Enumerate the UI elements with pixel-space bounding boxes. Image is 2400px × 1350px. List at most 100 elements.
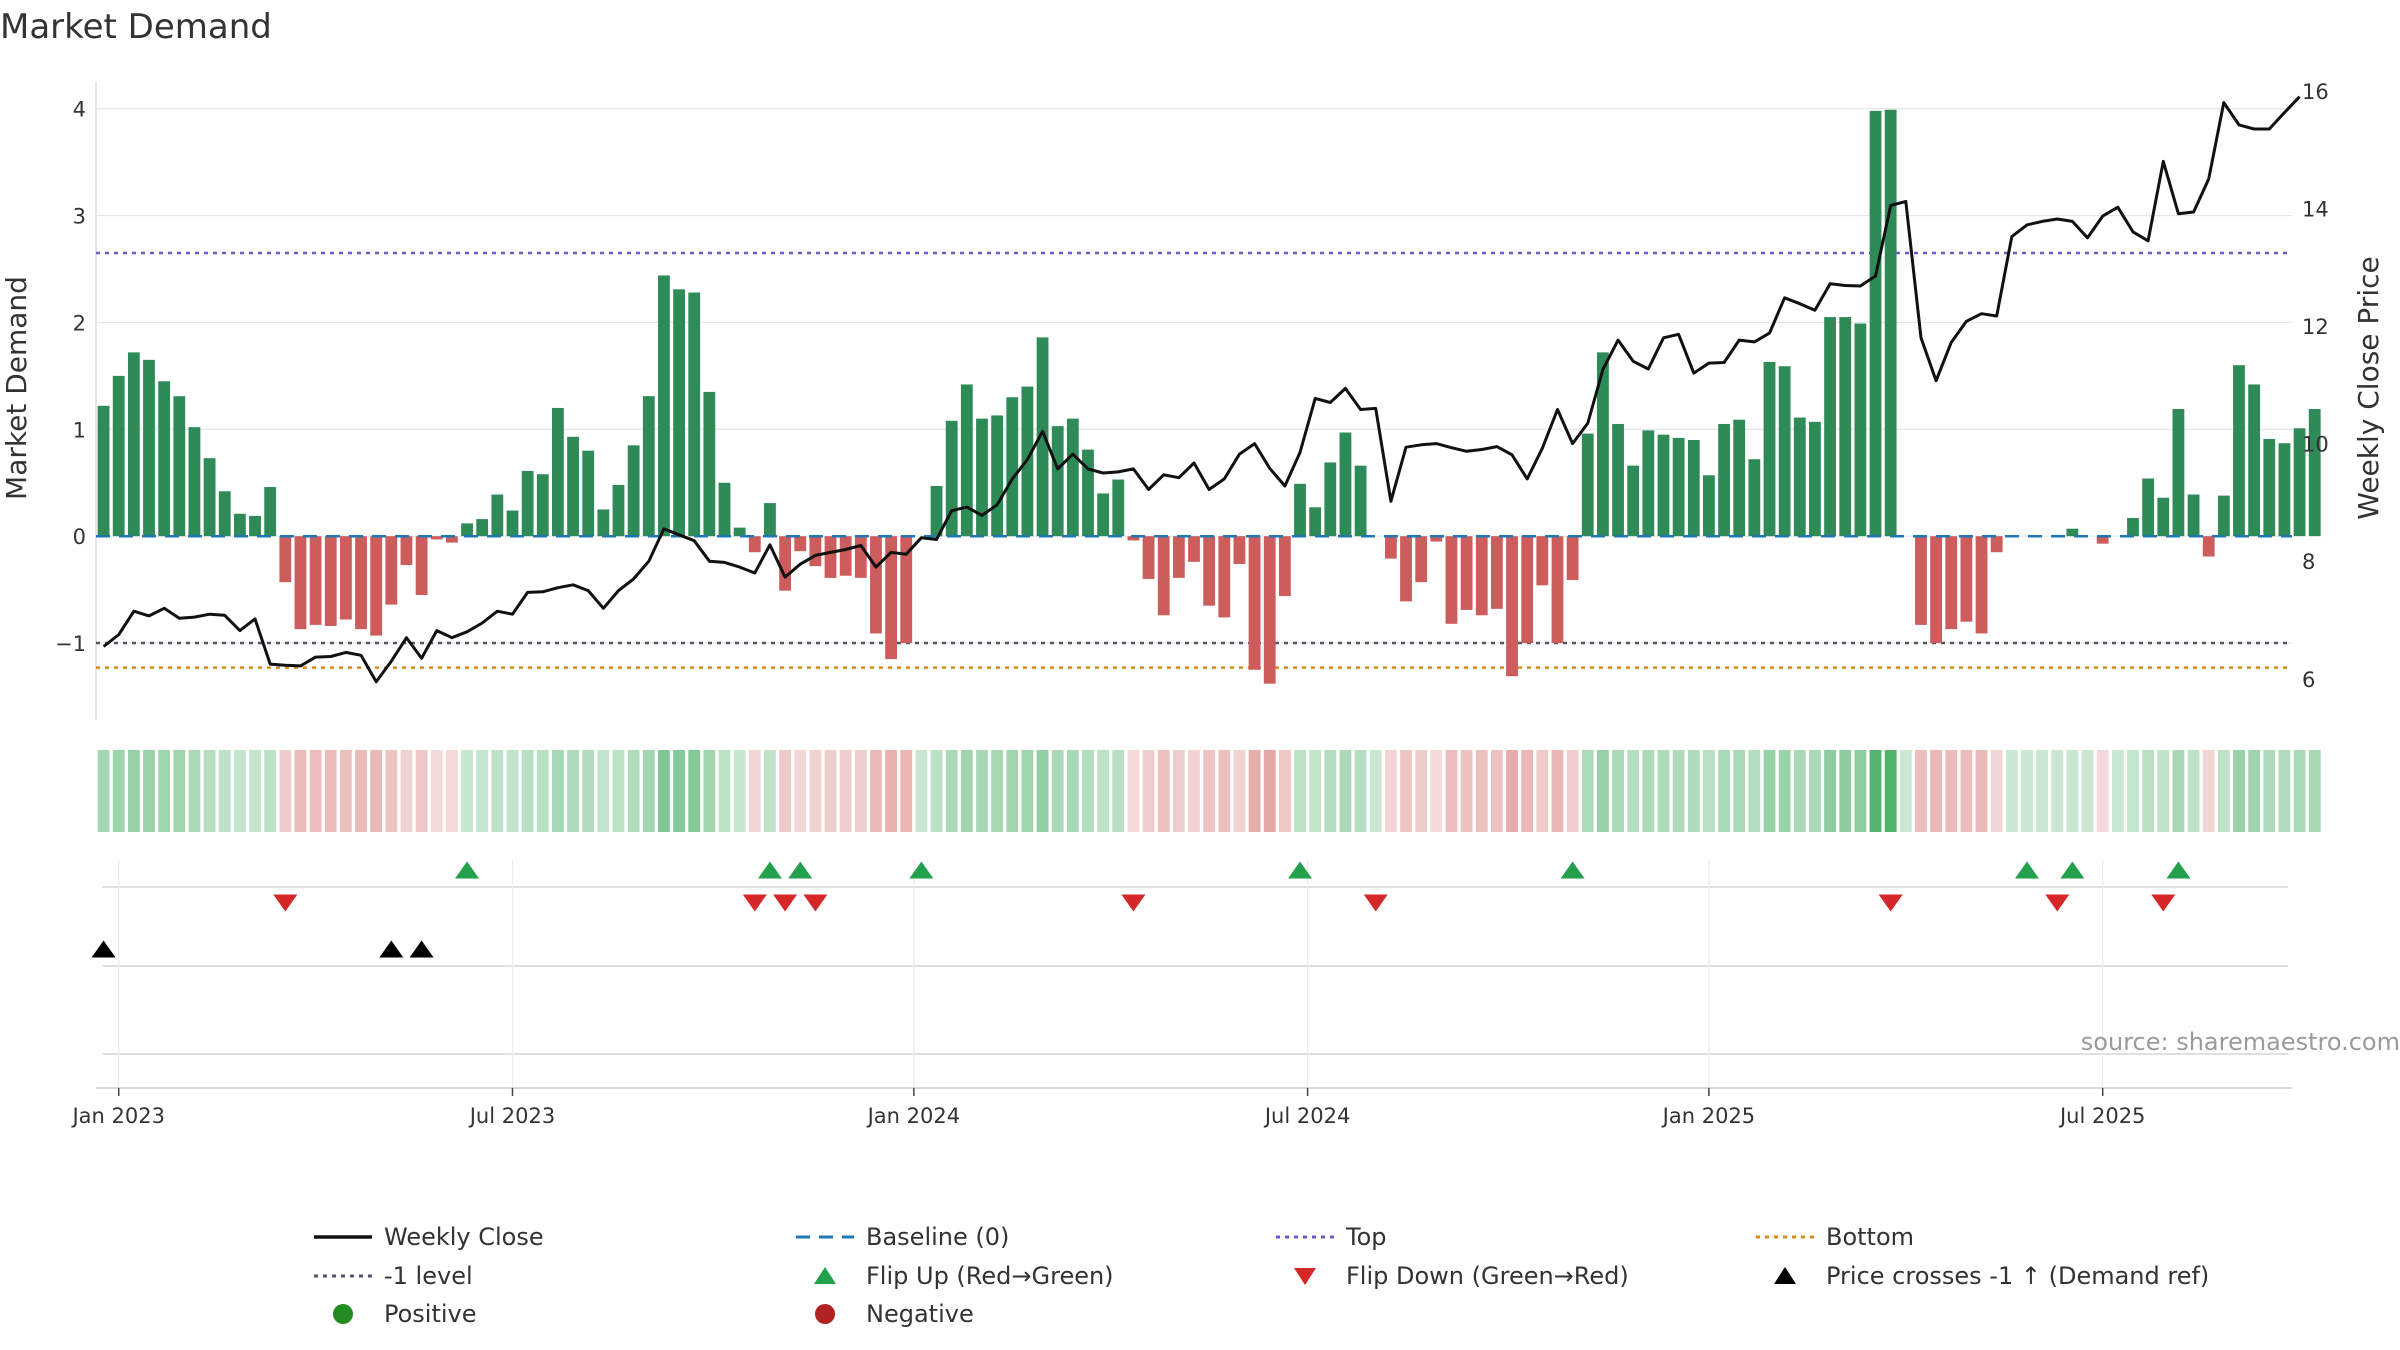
heat-cell [506,750,519,832]
heat-cell [1324,750,1337,832]
heat-cell [1475,750,1488,832]
positive-demand-bar [642,396,655,537]
positive-demand-bar [506,510,519,537]
negative-demand-bar [1536,536,1549,586]
heat-cell [1612,750,1624,832]
positive-demand-bar [703,391,716,537]
heat-cell [1430,750,1443,832]
legend-label: Flip Up (Red→Green) [866,1262,1114,1290]
legend-label: Top [1345,1223,1387,1251]
positive-demand-bar [976,418,988,537]
heat-cell [1733,750,1746,832]
heat-cell [900,750,913,832]
heat-cell [2187,750,2200,832]
flip-up-marker [757,861,782,879]
right-y-tick-label: 8 [2302,550,2315,574]
heat-cell [309,750,322,832]
positive-demand-bar [1703,475,1715,537]
positive-demand-bar [945,420,958,537]
positive-demand-bar [112,375,125,537]
heat-cell [2293,750,2306,832]
negative-demand-bar [1551,536,1564,644]
negative-demand-bar [355,536,367,630]
heat-cell [1763,750,1776,832]
right-y-tick-label: 12 [2302,315,2329,339]
heat-cell [1824,750,1836,832]
heat-cell [567,750,579,832]
positive-demand-bar [960,384,973,537]
right-y-axis: 16 14 12 10 8 6 [2302,80,2329,692]
negative-demand-bar [839,536,852,576]
heat-cell [1369,750,1382,832]
positive-demand-bar [476,519,489,537]
positive-demand-bar [2293,428,2306,537]
positive-demand-bar [930,485,943,537]
heat-cell [521,750,534,832]
negative-demand-bar [1218,536,1231,618]
negative-demand-bar [400,536,413,566]
heat-cell [870,750,882,832]
heat-cell [764,750,776,832]
negative-demand-bar [2096,536,2109,544]
negative-demand-bar [824,536,837,578]
left-y-tick-label: 1 [73,418,86,442]
positive-demand-bar [1294,483,1306,537]
heat-cell [385,750,398,832]
heat-cell [1778,750,1791,832]
heat-cell [673,750,685,832]
positive-demand-bar [1869,110,1882,537]
heat-cell [976,750,988,832]
positive-demand-bar [673,289,685,537]
positive-demand-bar [173,396,186,537]
negative-demand-bar [1233,536,1246,564]
heat-cell [294,750,307,832]
heat-cell [339,750,352,832]
positive-demand-bar [1657,434,1670,537]
positive-demand-bar [1051,426,1064,537]
negative-demand-bar [1248,536,1261,670]
positive-demand-bar [1793,417,1806,537]
positive-demand-bar [567,436,579,537]
heat-cell [1384,750,1397,832]
negative-demand-bar [430,536,443,540]
chart-title: Market Demand [0,7,272,47]
negative-demand-bar [1203,536,1216,606]
heat-cell [143,750,155,832]
negative-demand-bar [1157,536,1170,616]
heat-cell [2036,750,2049,832]
left-y-tick-label: 3 [73,205,86,229]
positive-demand-bar [1763,361,1776,537]
positive-demand-bar [143,359,155,537]
heat-cell [960,750,973,832]
price-cross-marker [91,940,116,958]
heat-cell [2051,750,2064,832]
heat-cell [582,750,595,832]
right-y-tick-label: 16 [2302,80,2329,104]
positive-demand-bar [1627,465,1640,537]
heat-cell [218,750,231,832]
heat-cell [1506,750,1518,832]
heat-cell [355,750,367,832]
heat-cell [1248,750,1261,832]
positive-demand-bar [249,515,261,537]
positive-demand-bar [2308,409,2321,537]
heat-cell [2066,750,2079,832]
positive-demand-bar [1824,317,1836,537]
legend-label: Weekly Close [384,1223,544,1251]
heat-cell [1642,750,1655,832]
heat-cell [1339,750,1352,832]
price-cross-marker [409,940,434,958]
flip-up-marker [1288,861,1313,879]
positive-demand-bar [2278,443,2291,537]
heat-cell [249,750,261,832]
heat-cell [718,750,731,832]
heat-cell [1581,750,1594,832]
heat-cell [1566,750,1579,832]
flip-down-marker [742,894,767,912]
heat-cell [1278,750,1291,832]
heat-cell [1627,750,1640,832]
left-y-tick-label: 0 [73,525,86,549]
heat-cell [1309,750,1322,832]
heat-cell [1915,750,1927,832]
heat-cell [1839,750,1852,832]
